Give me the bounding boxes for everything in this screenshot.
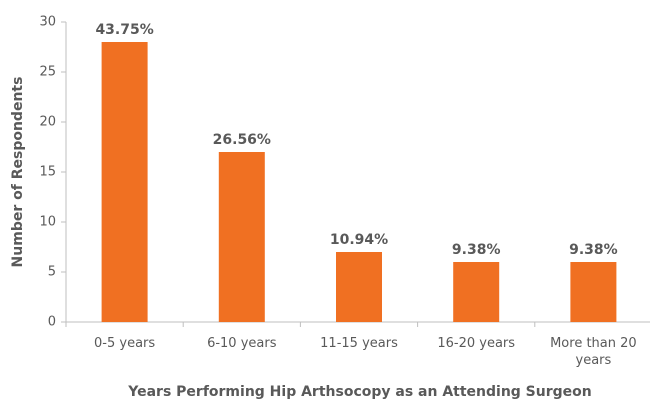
value-label: 26.56% [213, 132, 271, 148]
bar [453, 262, 500, 322]
y-tick-label: 30 [39, 15, 56, 30]
y-tick-label: 10 [39, 215, 56, 230]
value-label: 43.75% [95, 22, 153, 38]
y-tick-label: 25 [39, 65, 56, 80]
bar [218, 152, 265, 322]
bar [101, 42, 148, 322]
x-tick-label: 6-10 years [207, 336, 277, 351]
y-tick-label: 20 [39, 115, 56, 130]
bar [336, 252, 382, 322]
x-tick-label: 11-15 years [320, 336, 398, 351]
x-tick-label: 0-5 years [94, 336, 156, 351]
value-label: 10.94% [330, 232, 388, 248]
y-tick-label: 15 [39, 165, 56, 180]
x-axis-title: Years Performing Hip Arthsocopy as an At… [127, 384, 592, 400]
value-label: 9.38% [569, 242, 618, 258]
y-tick-label: 0 [48, 315, 56, 330]
x-tick-label: More than 20 years [550, 336, 637, 368]
x-tick-label: 16-20 years [437, 336, 516, 351]
y-tick-label: 5 [48, 265, 56, 280]
bar [570, 262, 617, 322]
y-axis-title: Number of Respondents [10, 77, 26, 268]
value-label: 9.38% [452, 242, 501, 258]
